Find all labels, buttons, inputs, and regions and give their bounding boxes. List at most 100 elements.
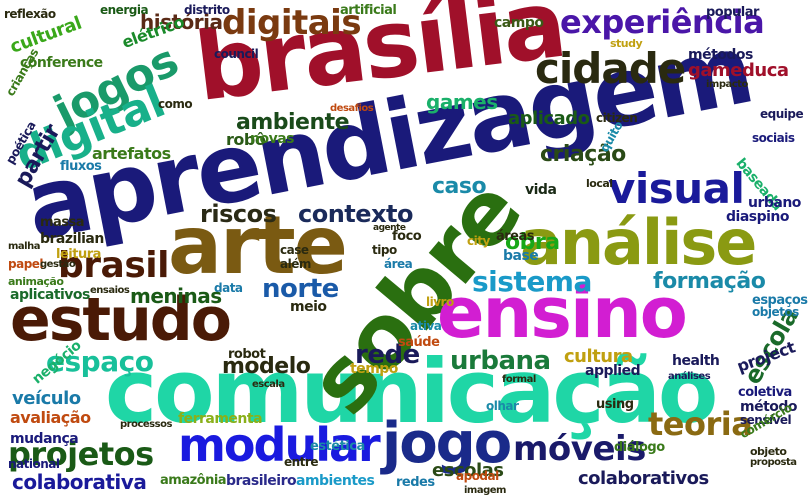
word-aplicativos: aplicativos	[10, 287, 90, 303]
word-cultura: cultura	[564, 346, 633, 367]
word-redes: redes	[396, 475, 435, 490]
word-metodos: métodos	[688, 47, 753, 63]
word-impacto: impacto	[706, 79, 748, 90]
word-olhar: olhar	[486, 399, 519, 413]
word-objetos: objetos	[752, 305, 799, 319]
word-popular: popular	[706, 5, 759, 20]
word-modular: modular	[178, 418, 381, 472]
word-areas: áreas	[496, 229, 535, 244]
word-desafios: desafios	[330, 103, 374, 114]
word-city: city	[467, 234, 490, 248]
word-tipo: tipo	[372, 243, 397, 257]
word-visual: visual	[608, 164, 745, 213]
word-tempo: tempo	[350, 361, 398, 377]
word-artefatos: artefatos	[92, 144, 171, 163]
word-ambientes: ambientes	[296, 473, 375, 489]
word-livro: livro	[426, 295, 454, 309]
word-comunicacao: comunicação	[105, 340, 718, 443]
word-meninas: meninas	[130, 284, 222, 308]
word-brazilian: brazilian	[40, 231, 104, 247]
word-robot: robot	[228, 347, 266, 362]
word-mudanca: mudança	[10, 431, 79, 447]
word-ferramenta: ferramenta	[178, 411, 263, 427]
word-ensino: ensino	[437, 272, 688, 354]
word-leitura: leitura	[56, 247, 101, 262]
word-veiculo: veículo	[12, 388, 81, 409]
word-colaborativos: colaborativos	[578, 468, 709, 489]
word-apodal: apodal	[456, 469, 499, 483]
word-gestao: gestão	[40, 259, 76, 270]
word-gameduca: gameduca	[688, 60, 789, 81]
word-formacao: formação	[653, 269, 766, 294]
word-criacao: criação	[540, 142, 626, 167]
word-obra: obra	[505, 230, 560, 255]
word-cidade: cidade	[535, 44, 686, 93]
word-proposta: proposta	[750, 457, 797, 468]
word-animacao: animação	[8, 275, 64, 288]
word-objeto: objeto	[750, 445, 787, 458]
word-local: local	[586, 177, 613, 190]
word-historia: história	[140, 10, 223, 34]
word-urbano: urbano	[748, 195, 801, 211]
word-saude: saúde	[398, 335, 440, 350]
word-citizen: citizen	[596, 111, 638, 125]
word-agente: agente	[373, 223, 406, 233]
word-ativa: ativa	[410, 319, 442, 333]
word-sociais: sociais	[752, 131, 795, 145]
word-teoria: teoria	[648, 405, 753, 443]
word-rede: rede	[355, 340, 420, 370]
word-vida: vida	[525, 182, 557, 198]
word-meio: meio	[290, 299, 327, 315]
word-council: council	[214, 47, 259, 61]
word-dialogo: diálogo	[614, 440, 665, 455]
word-espacos: espaços	[752, 293, 808, 308]
word-formal: formal	[502, 374, 536, 385]
word-experiencia: experiência	[560, 3, 765, 41]
word-applied: applied	[585, 363, 641, 379]
word-case: case	[280, 243, 309, 257]
word-alem: além	[280, 257, 311, 271]
word-papel: papel	[8, 257, 44, 271]
word-coletiva: coletiva	[738, 385, 792, 400]
word-espaco: espaço	[46, 345, 154, 378]
word-amazonia: amazônia	[160, 473, 227, 488]
word-ambiente: ambiente	[236, 110, 350, 135]
word-imagem: imagem	[464, 485, 506, 496]
word-conference: conference	[20, 55, 103, 71]
word-estetica: estética	[310, 439, 365, 454]
word-malha: malha	[8, 241, 40, 252]
word-caso: caso	[432, 174, 487, 199]
word-arte: arte	[168, 199, 348, 292]
word-area: área	[384, 257, 413, 271]
word-diaspino: diaspino	[726, 209, 790, 225]
word-games: games	[426, 90, 498, 114]
word-riscos: riscos	[200, 200, 277, 228]
word-data: data	[214, 281, 243, 295]
word-urbana: urbana	[450, 346, 551, 376]
word-study: study	[610, 37, 643, 50]
word-robo: robô	[226, 130, 266, 149]
word-analises: análises	[668, 371, 711, 382]
word-jogo: jogo	[382, 411, 512, 476]
word-moveis: móveis	[513, 429, 646, 469]
word-base: base	[503, 248, 539, 264]
word-novas: novas	[250, 131, 295, 147]
word-brasil: brasil	[58, 245, 169, 286]
word-using: using	[596, 397, 634, 412]
word-fluxos: fluxos	[60, 159, 102, 174]
word-colaborativa: colaborativa	[12, 470, 147, 494]
word-reflexao: reflexão	[4, 7, 56, 21]
word-foco: foco	[392, 229, 422, 244]
word-analise: análise	[520, 206, 757, 279]
word-digitais: digitais	[222, 3, 362, 43]
word-aplicado: aplicado	[508, 108, 590, 129]
word-escala: escala	[252, 379, 285, 390]
word-projetos: projetos	[8, 435, 154, 473]
word-equipe: equipe	[760, 107, 804, 121]
word-escolas: escolas	[432, 460, 504, 481]
word-health: health	[672, 353, 720, 369]
word-modelo: modelo	[222, 354, 311, 379]
word-sistema: sistema	[472, 265, 592, 298]
word-campo: campo	[494, 15, 544, 31]
